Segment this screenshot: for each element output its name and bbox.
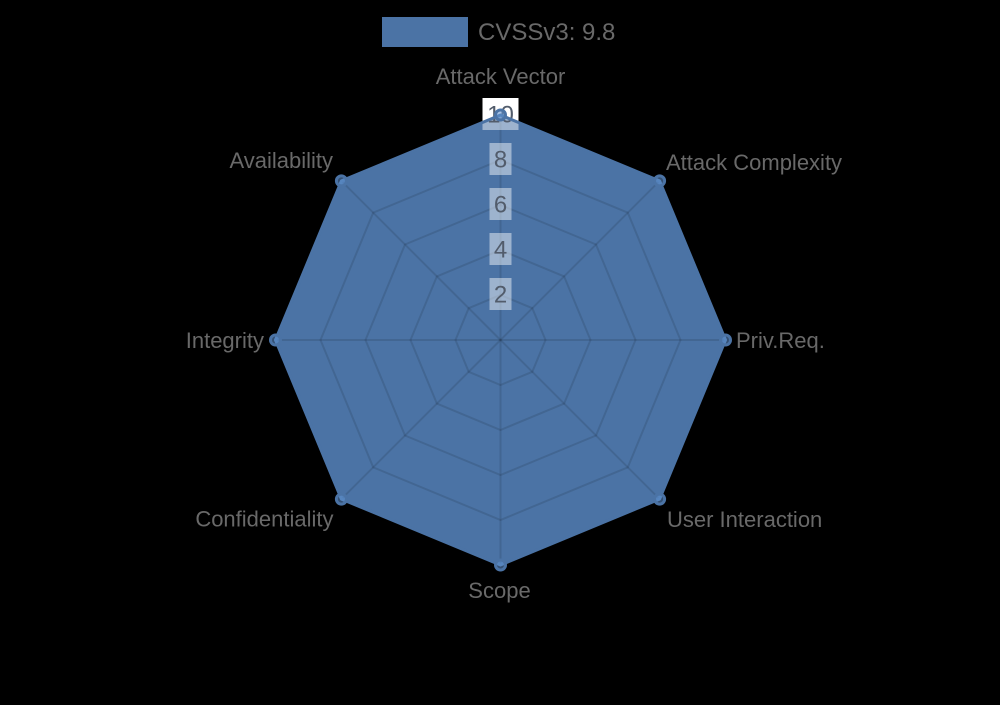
svg-text:4: 4 [494, 237, 507, 264]
svg-text:2: 2 [494, 282, 507, 309]
svg-text:CVSSv3: 9.8: CVSSv3: 9.8 [478, 19, 615, 46]
svg-text:8: 8 [494, 147, 507, 174]
svg-text:Attack Complexity: Attack Complexity [666, 150, 842, 175]
svg-text:Scope: Scope [468, 578, 530, 603]
svg-text:6: 6 [494, 192, 507, 219]
svg-text:Priv.Req.: Priv.Req. [736, 328, 825, 353]
svg-text:Availability: Availability [229, 148, 333, 173]
svg-text:User Interaction: User Interaction [667, 507, 822, 532]
svg-text:Attack Vector: Attack Vector [436, 64, 566, 89]
svg-text:Confidentiality: Confidentiality [195, 507, 333, 532]
svg-text:Integrity: Integrity [186, 328, 264, 353]
